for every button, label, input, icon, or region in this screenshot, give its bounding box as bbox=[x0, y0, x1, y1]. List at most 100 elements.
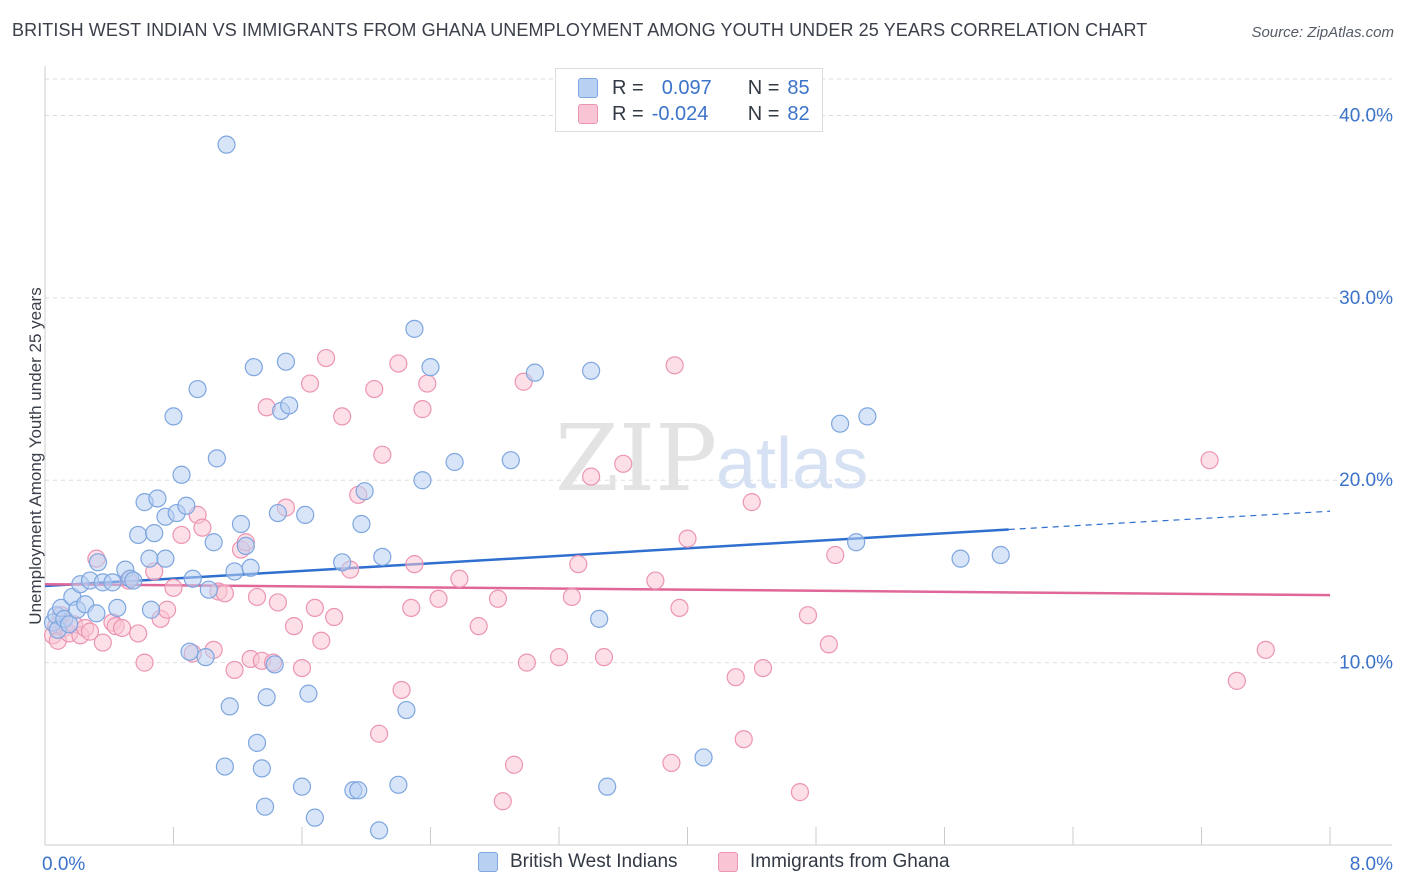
source-credit: Source: ZipAtlas.com bbox=[1251, 24, 1394, 41]
point-immigrants-from-ghana bbox=[1256, 640, 1275, 659]
point-immigrants-from-ghana bbox=[670, 598, 689, 618]
point-immigrants-from-ghana bbox=[734, 730, 753, 749]
point-british-west-indians bbox=[108, 598, 127, 618]
point-british-west-indians bbox=[124, 571, 143, 590]
point-british-west-indians bbox=[296, 505, 315, 524]
point-british-west-indians bbox=[268, 503, 288, 523]
point-british-west-indians bbox=[355, 482, 374, 501]
point-british-west-indians bbox=[299, 684, 318, 703]
x-tick-label: 8.0% bbox=[1350, 854, 1393, 875]
point-british-west-indians bbox=[255, 797, 275, 816]
point-immigrants-from-ghana bbox=[790, 783, 810, 802]
axes bbox=[44, 66, 1392, 846]
point-british-west-indians bbox=[292, 777, 312, 796]
point-british-west-indians bbox=[140, 549, 159, 568]
r-value-blue: 0.097 bbox=[661, 76, 712, 99]
point-immigrants-from-ghana bbox=[413, 400, 432, 419]
point-immigrants-from-ghana bbox=[164, 578, 183, 597]
y-tick-label: 20.0% bbox=[1339, 470, 1393, 491]
blue-legend-icon bbox=[478, 852, 498, 872]
point-british-west-indians bbox=[225, 562, 244, 581]
pink-swatch-icon bbox=[578, 104, 598, 124]
point-british-west-indians bbox=[217, 135, 236, 154]
point-immigrants-from-ghana bbox=[488, 589, 508, 608]
point-british-west-indians bbox=[204, 533, 223, 552]
point-immigrants-from-ghana bbox=[215, 584, 234, 603]
y-tick-label: 30.0% bbox=[1339, 288, 1393, 309]
point-british-west-indians bbox=[196, 648, 215, 667]
point-british-west-indians bbox=[141, 600, 161, 619]
chart-title: BRITISH WEST INDIAN VS IMMIGRANTS FROM G… bbox=[12, 20, 1148, 40]
point-british-west-indians bbox=[183, 569, 202, 588]
point-immigrants-from-ghana bbox=[798, 606, 818, 625]
point-british-west-indians bbox=[180, 642, 199, 661]
point-immigrants-from-ghana bbox=[582, 467, 601, 486]
legend-item-immigrants-from-ghana[interactable]: Immigrants from Ghana bbox=[718, 851, 950, 873]
point-british-west-indians bbox=[231, 514, 251, 534]
point-british-west-indians bbox=[207, 449, 226, 468]
point-british-west-indians bbox=[405, 319, 424, 338]
point-immigrants-from-ghana bbox=[300, 374, 320, 393]
legend-label-british-west-indians: British West Indians bbox=[510, 851, 678, 872]
point-immigrants-from-ghana bbox=[157, 600, 177, 619]
point-british-west-indians bbox=[236, 536, 255, 555]
point-immigrants-from-ghana bbox=[365, 379, 384, 399]
point-british-west-indians bbox=[280, 396, 299, 415]
point-british-west-indians bbox=[59, 615, 79, 634]
point-british-west-indians bbox=[188, 379, 207, 399]
point-immigrants-from-ghana bbox=[172, 525, 191, 545]
point-british-west-indians bbox=[598, 777, 617, 796]
blue-swatch-icon bbox=[578, 78, 598, 98]
legend-label-immigrants-from-ghana: Immigrants from Ghana bbox=[750, 851, 950, 872]
stats-legend: R = 0.097 N = 85 R = -0.024 N = 82 bbox=[555, 68, 823, 132]
legend-item-british-west-indians[interactable]: British West Indians bbox=[478, 851, 678, 873]
point-british-west-indians bbox=[501, 451, 520, 470]
point-british-west-indians bbox=[951, 549, 970, 568]
stats-row-pink: R = -0.024 N = 82 bbox=[578, 101, 810, 127]
point-british-west-indians bbox=[103, 573, 122, 592]
tick-labels: 10.0% 20.0% 30.0% 40.0% 0.0% 8.0% bbox=[42, 105, 1393, 875]
point-immigrants-from-ghana bbox=[402, 598, 421, 618]
point-british-west-indians bbox=[177, 496, 196, 515]
point-british-west-indians bbox=[252, 759, 271, 778]
point-british-west-indians bbox=[352, 514, 371, 534]
n-value-pink: 82 bbox=[787, 102, 810, 125]
point-immigrants-from-ghana bbox=[662, 753, 681, 773]
point-immigrants-from-ghana bbox=[429, 589, 448, 608]
point-british-west-indians bbox=[525, 363, 545, 382]
point-immigrants-from-ghana bbox=[742, 493, 761, 512]
series-legend: British West Indians Immigrants from Gha… bbox=[0, 851, 1406, 877]
r-value-pink: -0.024 bbox=[651, 102, 709, 125]
point-immigrants-from-ghana bbox=[469, 617, 488, 636]
point-british-west-indians bbox=[389, 775, 408, 794]
point-british-west-indians bbox=[172, 465, 191, 484]
point-british-west-indians bbox=[247, 733, 267, 752]
point-immigrants-from-ghana bbox=[80, 622, 100, 641]
n-label: N = bbox=[747, 76, 780, 99]
point-immigrants-from-ghana bbox=[517, 653, 536, 672]
point-immigrants-from-ghana bbox=[405, 555, 424, 574]
point-british-west-indians bbox=[373, 547, 392, 566]
point-immigrants-from-ghana bbox=[389, 354, 408, 373]
point-british-west-indians bbox=[830, 414, 850, 433]
n-label: N = bbox=[747, 102, 780, 125]
point-immigrants-from-ghana bbox=[93, 633, 112, 652]
r-label: R = bbox=[612, 102, 644, 125]
point-british-west-indians bbox=[370, 821, 389, 840]
point-immigrants-from-ghana bbox=[753, 658, 773, 678]
point-immigrants-from-ghana bbox=[826, 545, 845, 565]
point-british-west-indians bbox=[445, 452, 464, 472]
stats-row-blue: R = 0.097 N = 85 bbox=[578, 75, 810, 101]
point-british-west-indians bbox=[397, 700, 416, 720]
point-british-west-indians bbox=[582, 361, 601, 380]
point-immigrants-from-ghana bbox=[450, 569, 469, 588]
point-british-west-indians bbox=[694, 748, 713, 767]
point-immigrants-from-ghana bbox=[726, 668, 745, 687]
point-british-west-indians bbox=[858, 407, 877, 426]
point-immigrants-from-ghana bbox=[819, 635, 838, 654]
point-immigrants-from-ghana bbox=[193, 518, 212, 537]
point-british-west-indians bbox=[305, 808, 324, 827]
point-british-west-indians bbox=[265, 655, 284, 674]
y-tick-label: 10.0% bbox=[1339, 653, 1393, 674]
